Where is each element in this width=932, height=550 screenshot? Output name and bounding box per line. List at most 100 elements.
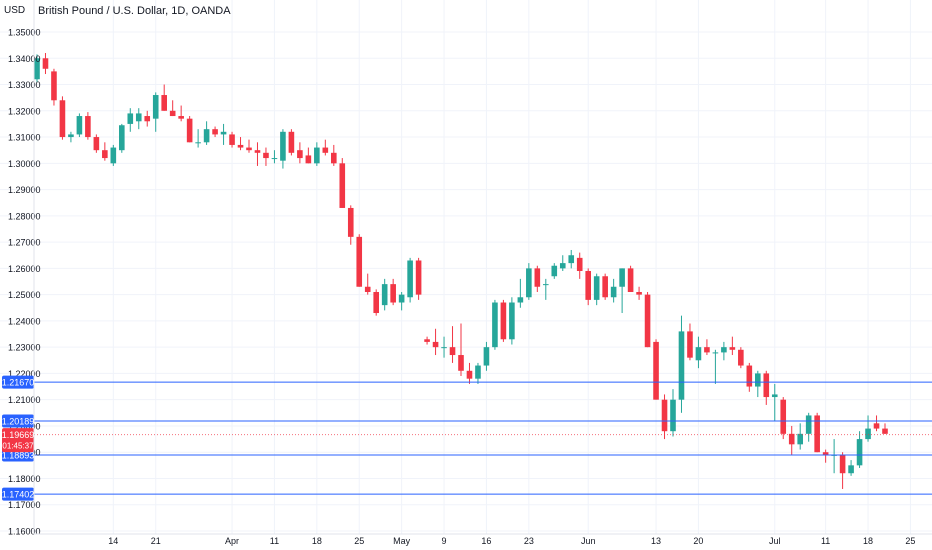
candle bbox=[424, 336, 430, 345]
candle bbox=[297, 142, 303, 164]
candle bbox=[331, 144, 337, 166]
candle-body bbox=[458, 355, 464, 371]
candle bbox=[203, 121, 210, 145]
candle-body bbox=[873, 423, 880, 429]
y-tick-label: 1.16000 bbox=[8, 527, 41, 537]
candle bbox=[559, 255, 566, 271]
candle bbox=[593, 273, 600, 306]
time-axis[interactable]: 14 21 Apr 11 18 25 May 9 16 23 Jun 13 20 Jul 11 18 25 bbox=[34, 533, 932, 546]
candle-body bbox=[865, 428, 871, 440]
candle-body bbox=[415, 260, 422, 295]
candle bbox=[85, 112, 91, 140]
candle-body bbox=[347, 207, 354, 237]
candle-body bbox=[636, 292, 642, 295]
candle-body bbox=[661, 399, 668, 432]
x-tick-label: 20 bbox=[693, 536, 703, 546]
chart-title: British Pound / U.S. Dollar, 1D, OANDA bbox=[38, 5, 231, 17]
candle-body bbox=[186, 118, 193, 143]
candle bbox=[644, 292, 651, 348]
y-tick-label: 1.33000 bbox=[8, 80, 41, 90]
candle-body bbox=[212, 129, 218, 135]
y-tick-label: 1.30000 bbox=[8, 159, 41, 169]
y-tick-label: 1.27000 bbox=[8, 238, 41, 248]
candle bbox=[873, 415, 880, 432]
candle bbox=[661, 394, 668, 440]
candle-body bbox=[805, 415, 812, 434]
candle bbox=[288, 129, 295, 156]
candle bbox=[551, 263, 558, 279]
y-tick-label: 1.35000 bbox=[8, 28, 41, 38]
candle bbox=[381, 278, 388, 311]
candle-body bbox=[492, 302, 498, 348]
candle-body bbox=[280, 131, 286, 161]
candle bbox=[59, 96, 66, 140]
candle-body bbox=[305, 155, 312, 164]
y-tick-label: 1.18000 bbox=[8, 474, 41, 484]
candle bbox=[212, 126, 218, 138]
y-tick-label: 1.23000 bbox=[8, 343, 41, 353]
candle bbox=[407, 257, 413, 303]
price-level-lines bbox=[34, 381, 932, 495]
candle bbox=[483, 341, 490, 371]
candle-body bbox=[152, 95, 159, 119]
last-price-bg bbox=[2, 428, 34, 453]
x-tick-label: 11 bbox=[270, 536, 279, 546]
candle bbox=[805, 412, 812, 442]
candle-body bbox=[85, 116, 91, 138]
candle-body bbox=[483, 347, 490, 366]
candle bbox=[721, 341, 727, 361]
candle-body bbox=[297, 150, 303, 159]
candle bbox=[432, 328, 439, 356]
candle bbox=[76, 113, 83, 138]
y-tick-label: 1.31000 bbox=[8, 133, 41, 143]
candle-body bbox=[543, 284, 549, 286]
candle-body bbox=[51, 71, 57, 101]
level-label-text: 1.17402 bbox=[2, 489, 35, 499]
x-tick-label: 21 bbox=[151, 536, 161, 546]
candle bbox=[517, 278, 524, 308]
y-tick-label: 1.26000 bbox=[8, 264, 41, 274]
candle-body bbox=[203, 129, 210, 143]
x-tick-label: 25 bbox=[354, 536, 364, 546]
candle-body bbox=[755, 373, 761, 387]
candle bbox=[322, 139, 329, 156]
candle-body bbox=[119, 125, 125, 151]
price-axis[interactable]: 1.35000 1.34000 1.33000 1.32000 1.31000 1.300… bbox=[2, 0, 41, 537]
x-tick-label: Jun bbox=[581, 536, 596, 546]
y-tick-label: 1.29000 bbox=[8, 185, 41, 195]
candle-body bbox=[263, 152, 269, 159]
candle-body bbox=[441, 347, 447, 349]
candle-body bbox=[42, 58, 49, 69]
y-tick-label: 1.25000 bbox=[8, 290, 41, 300]
candle-body bbox=[551, 265, 558, 277]
countdown-timer: 01:45:37 bbox=[2, 442, 34, 451]
candle bbox=[314, 142, 320, 166]
candle bbox=[127, 108, 134, 132]
candle-body bbox=[610, 286, 617, 298]
candle bbox=[144, 110, 151, 127]
candle-body bbox=[517, 297, 524, 303]
candle-body bbox=[500, 302, 507, 340]
candle bbox=[856, 431, 863, 468]
candle bbox=[729, 336, 736, 356]
candle-body bbox=[169, 110, 176, 117]
candle-body bbox=[788, 433, 795, 445]
level-label-bg bbox=[2, 487, 34, 501]
candle bbox=[135, 108, 142, 130]
candle bbox=[755, 370, 761, 398]
candle-body bbox=[780, 399, 787, 434]
candle-body bbox=[195, 142, 201, 144]
candle-body bbox=[882, 428, 888, 434]
candle bbox=[602, 273, 608, 300]
candle-body bbox=[110, 147, 117, 164]
candle bbox=[475, 362, 481, 384]
candle bbox=[678, 315, 685, 413]
candle-body bbox=[534, 268, 541, 287]
candle-body bbox=[59, 100, 66, 138]
candle-body bbox=[763, 373, 770, 398]
candle-body bbox=[220, 131, 227, 135]
candle bbox=[670, 389, 676, 437]
candle bbox=[814, 412, 820, 453]
candle-body bbox=[627, 268, 634, 293]
